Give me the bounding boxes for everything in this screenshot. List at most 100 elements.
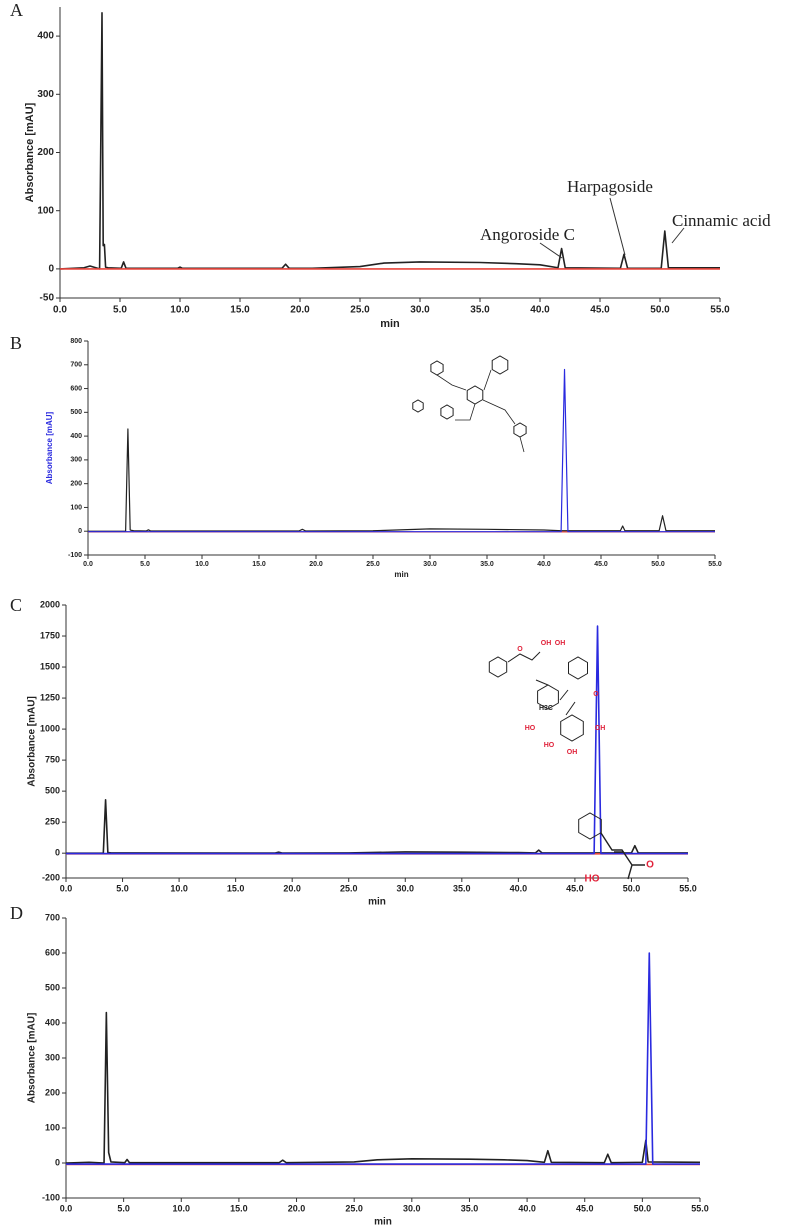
x-tick-label: 5.0 [113, 305, 127, 316]
x-tick-label: 20.0 [290, 305, 310, 316]
molecule-ring [513, 422, 527, 438]
x-tick-label: 30.0 [423, 561, 437, 568]
x-tick-label: 0.0 [83, 561, 93, 568]
trace [88, 428, 715, 532]
molecule-ring [537, 684, 559, 710]
panel-label: D [10, 903, 23, 923]
x-tick-label: 5.0 [117, 1203, 130, 1213]
molecule-ring [466, 385, 484, 405]
x-axis-label: min [380, 318, 400, 330]
x-tick-label: 10.0 [173, 1203, 191, 1213]
annotation-leader [609, 197, 626, 256]
x-tick-label: 5.0 [140, 561, 150, 568]
x-tick-label: 50.0 [634, 1203, 652, 1213]
molecule-ring [568, 656, 588, 680]
atom-label: HO [525, 725, 536, 732]
y-tick-label: 500 [45, 982, 60, 992]
y-tick-label: 1750 [40, 630, 60, 640]
x-tick-label: 25.0 [345, 1203, 363, 1213]
x-axis-label: min [394, 570, 408, 579]
y-tick-label: 1500 [40, 661, 60, 671]
x-tick-label: 15.0 [230, 305, 250, 316]
x-tick-label: 45.0 [590, 305, 610, 316]
y-tick-label: 800 [70, 338, 82, 345]
y-tick-label: 700 [45, 912, 60, 922]
y-tick-label: 300 [70, 457, 82, 464]
x-tick-label: 45.0 [566, 883, 584, 893]
atom-label: OH [541, 640, 552, 647]
y-tick-label: 600 [70, 385, 82, 392]
molecule-ring [560, 714, 584, 742]
y-axis-label: Absorbance [mAU] [24, 102, 36, 202]
x-tick-label: 55.0 [679, 883, 697, 893]
x-tick-label: 55.0 [691, 1203, 709, 1213]
atom-label: HO [544, 742, 555, 749]
panel-label: C [10, 595, 22, 615]
x-tick-label: 35.0 [480, 561, 494, 568]
y-tick-label: 200 [70, 481, 82, 488]
y-axis-label: Absorbance [mAU] [27, 696, 38, 787]
y-tick-label: 200 [37, 147, 54, 158]
atom-label: O [646, 860, 654, 871]
x-tick-label: 0.0 [60, 883, 73, 893]
x-tick-label: 40.0 [518, 1203, 536, 1213]
x-tick-label: 55.0 [710, 305, 730, 316]
y-tick-label: 400 [37, 31, 54, 42]
atom-label: O [517, 646, 523, 653]
trace [65, 1011, 701, 1164]
x-tick-label: 25.0 [366, 561, 380, 568]
x-tick-label: 35.0 [470, 305, 490, 316]
atom-label: O [593, 691, 599, 698]
x-tick-label: 45.0 [594, 561, 608, 568]
y-tick-label: -100 [68, 552, 82, 559]
molecule-ring [488, 656, 508, 678]
x-tick-label: 35.0 [453, 883, 471, 893]
y-tick-label: 500 [45, 786, 60, 796]
annotation: Harpagoside [567, 177, 653, 196]
x-tick-label: 45.0 [576, 1203, 594, 1213]
atom-label: OH [595, 725, 606, 732]
y-tick-label: 400 [45, 1017, 60, 1027]
x-tick-label: 5.0 [116, 883, 129, 893]
y-tick-label: 0 [55, 1157, 60, 1167]
atom-label: OH [567, 749, 578, 756]
trace [88, 368, 715, 533]
y-tick-label: 1250 [40, 692, 60, 702]
molecule-ring [578, 812, 602, 840]
molecule-ring [440, 404, 454, 420]
x-tick-label: 20.0 [309, 561, 323, 568]
atom-label: HO [585, 874, 600, 885]
y-tick-label: -50 [40, 293, 55, 304]
y-tick-label: 2000 [40, 599, 60, 609]
y-axis-label: Absorbance [mAU] [45, 411, 54, 484]
y-tick-label: 1000 [40, 723, 60, 733]
y-tick-label: 400 [70, 433, 82, 440]
annotation-leader [671, 227, 685, 244]
x-tick-label: 15.0 [230, 1203, 248, 1213]
x-tick-label: 30.0 [403, 1203, 421, 1213]
x-tick-label: 25.0 [340, 883, 358, 893]
x-tick-label: 50.0 [650, 305, 670, 316]
y-tick-label: 250 [45, 817, 60, 827]
y-tick-label: 0 [78, 528, 82, 535]
annotation-leader [539, 242, 563, 259]
x-tick-label: 0.0 [60, 1203, 73, 1213]
x-tick-label: 30.0 [410, 305, 430, 316]
y-axis-label: Absorbance [mAU] [27, 1013, 38, 1104]
x-tick-label: 15.0 [227, 883, 245, 893]
x-tick-label: 20.0 [283, 883, 301, 893]
y-tick-label: 600 [45, 947, 60, 957]
x-tick-label: 25.0 [350, 305, 370, 316]
molecule-bond [600, 832, 645, 880]
y-tick-label: 300 [37, 89, 54, 100]
atom-label: H3C [539, 705, 553, 712]
x-tick-label: 10.0 [195, 561, 209, 568]
y-tick-label: 100 [45, 1122, 60, 1132]
y-tick-label: 0 [55, 848, 60, 858]
y-tick-label: 0 [48, 264, 54, 275]
panel-label: A [10, 0, 23, 20]
x-tick-label: 0.0 [53, 305, 67, 316]
y-tick-label: -200 [42, 872, 60, 882]
x-tick-label: 40.0 [510, 883, 528, 893]
